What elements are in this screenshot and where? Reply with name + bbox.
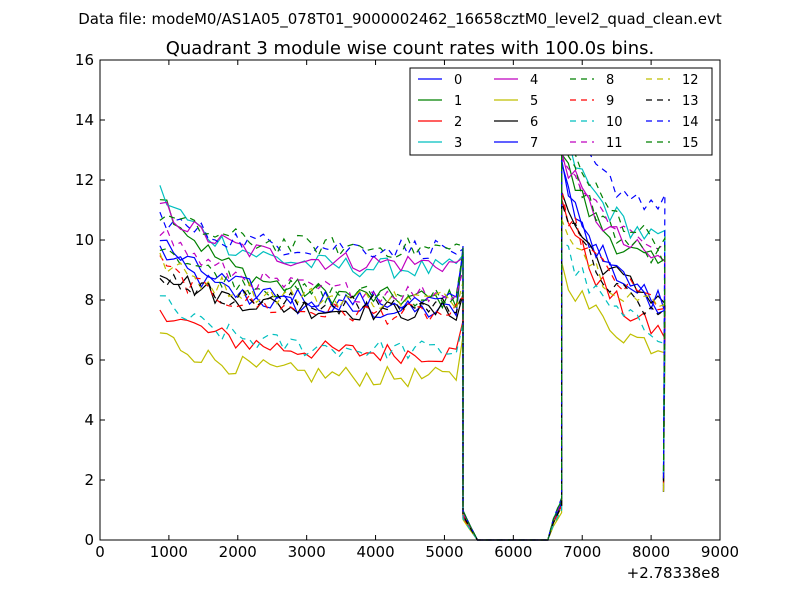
x-tick-label: 9000 xyxy=(701,543,739,561)
series-line-1 xyxy=(159,152,666,541)
legend-label-12: 12 xyxy=(682,73,699,88)
series-lines xyxy=(159,111,666,541)
y-tick-label: 16 xyxy=(75,51,94,69)
y-tick-label: 6 xyxy=(84,351,94,369)
series-line-15 xyxy=(159,135,666,541)
y-tick-label: 12 xyxy=(75,171,94,189)
y-tick-label: 8 xyxy=(84,291,94,309)
series-line-13 xyxy=(159,201,666,541)
series-line-3 xyxy=(159,125,666,541)
x-tick-label: 8000 xyxy=(632,543,670,561)
legend-label-5: 5 xyxy=(530,94,538,109)
y-tick-label: 0 xyxy=(84,531,94,549)
series-line-10 xyxy=(159,240,666,541)
legend-label-15: 15 xyxy=(682,136,699,151)
series-line-9 xyxy=(159,187,666,541)
x-tick-label: 2000 xyxy=(219,543,257,561)
series-line-7 xyxy=(159,159,666,541)
x-axis: 0 1000 2000 3000 4000 5000 6000 7000 8000 9000 xyxy=(95,60,739,561)
legend-label-11: 11 xyxy=(606,136,623,151)
series-line-11 xyxy=(159,156,666,541)
legend-label-3: 3 xyxy=(454,136,462,151)
legend-label-2: 2 xyxy=(454,115,462,130)
y-tick-label: 14 xyxy=(75,111,94,129)
legend-label-8: 8 xyxy=(606,73,614,88)
series-line-2 xyxy=(159,198,666,541)
x-axis-offset-label: +2.78338e8 xyxy=(627,564,720,582)
series-line-6 xyxy=(159,191,666,541)
legend-label-1: 1 xyxy=(454,94,462,109)
legend-label-9: 9 xyxy=(606,94,614,109)
legend-label-14: 14 xyxy=(682,115,699,130)
series-line-14 xyxy=(159,111,666,541)
x-tick-label: 1000 xyxy=(150,543,188,561)
x-tick-label: 0 xyxy=(95,543,105,561)
series-line-8 xyxy=(159,132,666,541)
x-tick-label: 7000 xyxy=(563,543,601,561)
series-line-5 xyxy=(159,261,666,541)
x-tick-label: 6000 xyxy=(494,543,532,561)
x-tick-label: 5000 xyxy=(425,543,463,561)
y-tick-label: 10 xyxy=(75,231,94,249)
legend-label-0: 0 xyxy=(454,73,462,88)
series-line-12 xyxy=(159,218,666,541)
legend-label-10: 10 xyxy=(606,115,623,130)
series-line-0 xyxy=(159,162,666,541)
legend-label-6: 6 xyxy=(530,115,538,130)
x-tick-label: 3000 xyxy=(288,543,326,561)
legend-label-4: 4 xyxy=(530,73,538,88)
y-tick-label: 2 xyxy=(84,471,94,489)
series-line-4 xyxy=(159,151,666,541)
chart-title: Quadrant 3 module wise count rates with … xyxy=(166,38,655,59)
legend-frame xyxy=(409,67,713,156)
legend-label-13: 13 xyxy=(682,94,699,109)
chart-supertitle: Data file: modeM0/AS1A05_078T01_90000024… xyxy=(78,10,722,29)
legend-label-7: 7 xyxy=(530,136,538,151)
x-tick-label: 4000 xyxy=(356,543,394,561)
y-tick-label: 4 xyxy=(84,411,94,429)
